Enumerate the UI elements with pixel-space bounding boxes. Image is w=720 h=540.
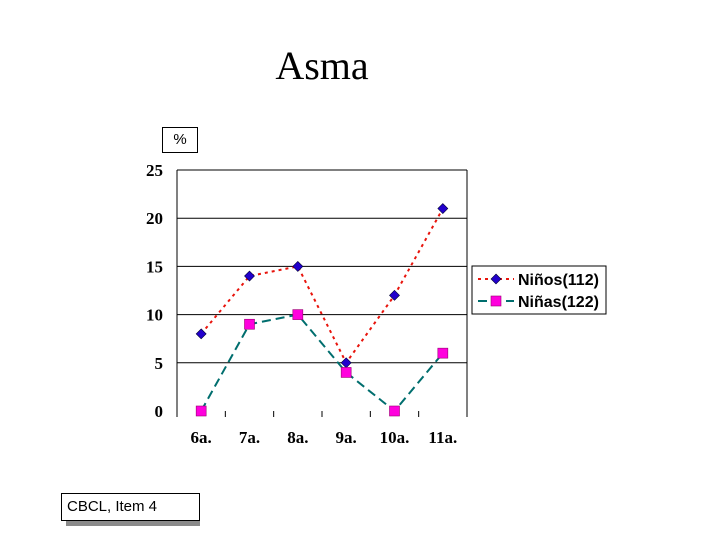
data-point-ninas [389,405,400,417]
y-tick-label: 15 [146,257,163,276]
data-point-ninas [437,347,449,359]
slide-title: Asma [275,43,369,88]
y-tick-label: 5 [155,354,164,373]
data-point-ninas [340,367,352,378]
series-line-ninos [200,208,444,365]
legend-swatch-marker-ninos [490,273,502,285]
chart-series [195,203,449,417]
data-point-ninos [292,260,304,272]
chart-gridlines [177,169,467,364]
x-axis-ticks: 6a. 7a. 8a. 9a. 10a. 11a. [176,411,468,447]
series-line-ninas [200,313,444,413]
source-note: CBCL, Item 4 [61,493,200,521]
legend-label-ninos: Niños(112) [518,272,599,289]
x-tick-label: 10a. [380,428,410,447]
data-point-ninas [244,318,255,330]
y-tick-label: 0 [155,402,164,421]
x-tick-label: 6a. [191,428,212,447]
data-point-ninos [437,203,449,214]
x-tick-label: 9a. [336,428,357,447]
x-tick-label: 7a. [239,428,260,447]
data-point-ninas [292,309,304,320]
x-tick-label: 11a. [428,428,457,447]
unit-label: % [162,127,198,153]
legend-swatch-marker-ninas [490,295,502,307]
data-point-ninos [389,289,400,301]
y-tick-label: 25 [146,161,163,180]
chart-legend: Niños(112) Niñas(122) [471,265,607,315]
chart-axes [176,170,468,411]
data-point-ninos [340,357,352,369]
x-tick-label: 8a. [287,428,308,447]
data-point-ninos [244,270,255,282]
y-axis-ticks: 0 5 10 15 20 25 [146,161,163,421]
data-point-ninas [195,405,207,417]
data-point-ninos [195,328,207,340]
y-tick-label: 10 [146,306,163,325]
y-tick-label: 20 [146,209,163,228]
legend-label-ninas: Niñas(122) [518,294,599,311]
